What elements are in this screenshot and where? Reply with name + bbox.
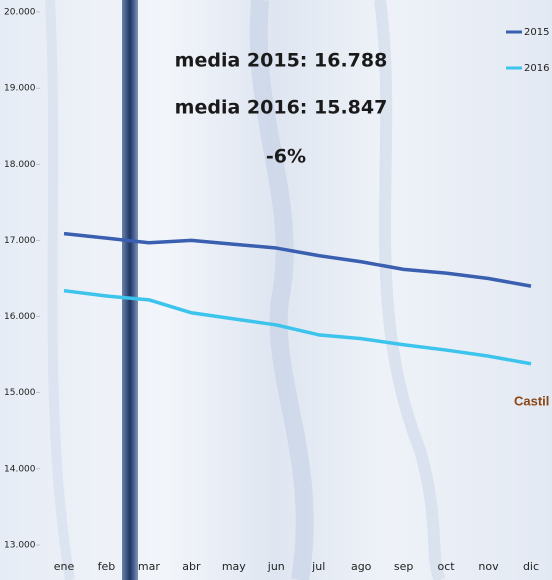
y-tick-label: 20.000 [4, 8, 36, 18]
x-tick-label: feb [98, 560, 116, 573]
plot: 13.000 14.000 15.000 16.000 17.000 18.000 19.0… [4, 8, 549, 574]
legend-label: 2015 [524, 27, 549, 38]
y-tick-label: 18.000 [4, 160, 36, 170]
x-tick-label: ene [54, 560, 75, 573]
wood-grain [45, 0, 75, 580]
x-tick-label: sep [394, 560, 413, 573]
dark-post [122, 0, 138, 580]
wood-grain [374, 0, 446, 580]
x-tick-label: nov [478, 560, 499, 573]
x-tick-label: may [222, 560, 246, 573]
wood-grain [249, 0, 314, 580]
y-tick-label: 17.000 [4, 236, 36, 246]
x-tick-label: dic [523, 560, 539, 573]
annotation: Castil [514, 393, 549, 408]
x-tick-label: jul [311, 560, 325, 573]
x-tick-label: jun [267, 560, 285, 573]
y-tick-label: 15.000 [4, 388, 36, 398]
y-tick-label: 16.000 [4, 312, 36, 322]
annotation: media 2016: 15.847 [175, 97, 388, 119]
annotation: -6% [266, 146, 306, 168]
annotation: media 2015: 16.788 [175, 50, 388, 72]
series-line [63, 288, 532, 366]
series-line [63, 231, 532, 288]
x-tick-label: oct [438, 560, 456, 573]
y-tick-label: 14.000 [4, 464, 36, 474]
y-tick-label: 19.000 [4, 84, 36, 94]
x-tick-label: abr [182, 560, 201, 573]
legend-label: 2016 [524, 63, 549, 74]
y-tick-label: 13.000 [4, 541, 36, 551]
x-tick-label: ago [351, 560, 372, 573]
x-tick-label: mar [138, 560, 160, 573]
